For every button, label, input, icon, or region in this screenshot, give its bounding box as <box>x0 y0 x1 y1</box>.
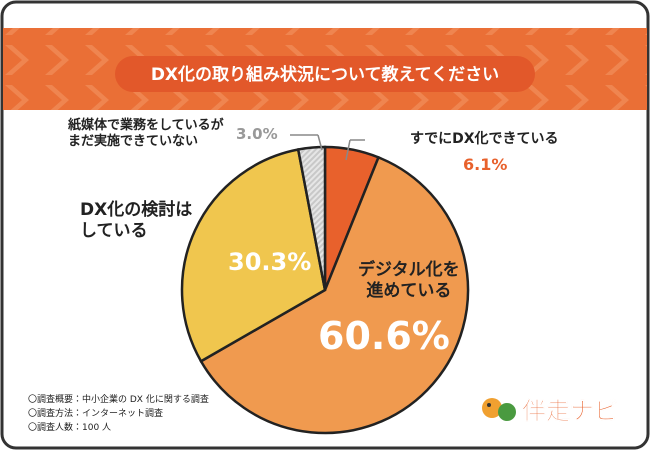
note: 〇調査概要：中小企業の DX 化に関する調査 <box>28 395 209 405</box>
chart-title: DX化の取り組み状況について教えてください <box>151 64 499 85</box>
pie-slice <box>180 148 327 363</box>
value-label: 3.0% <box>236 125 278 143</box>
leader-line <box>317 134 323 151</box>
logo: 伴走ナビ <box>521 397 618 425</box>
note: 〇調査方法：インターネット調査 <box>28 409 164 419</box>
pie <box>180 145 470 435</box>
category-label: DX化の検討は している <box>80 200 193 242</box>
title-pill <box>115 56 535 92</box>
pie-slice <box>199 155 470 435</box>
value-label: 60.6% <box>318 314 450 358</box>
value-label: 6.1% <box>463 155 508 174</box>
category-label: 紙媒体で業務をしているが まだ実施できていない <box>68 118 224 150</box>
logo-icon <box>482 398 516 421</box>
pie-slice <box>296 145 327 291</box>
leader-line <box>345 139 351 161</box>
value-label: 30.3% <box>228 248 312 276</box>
category-label: デジタル化を 進めている <box>358 260 460 302</box>
note: 〇調査人数：100 人 <box>28 423 112 433</box>
category-label: すでにDX化できている <box>410 131 559 147</box>
